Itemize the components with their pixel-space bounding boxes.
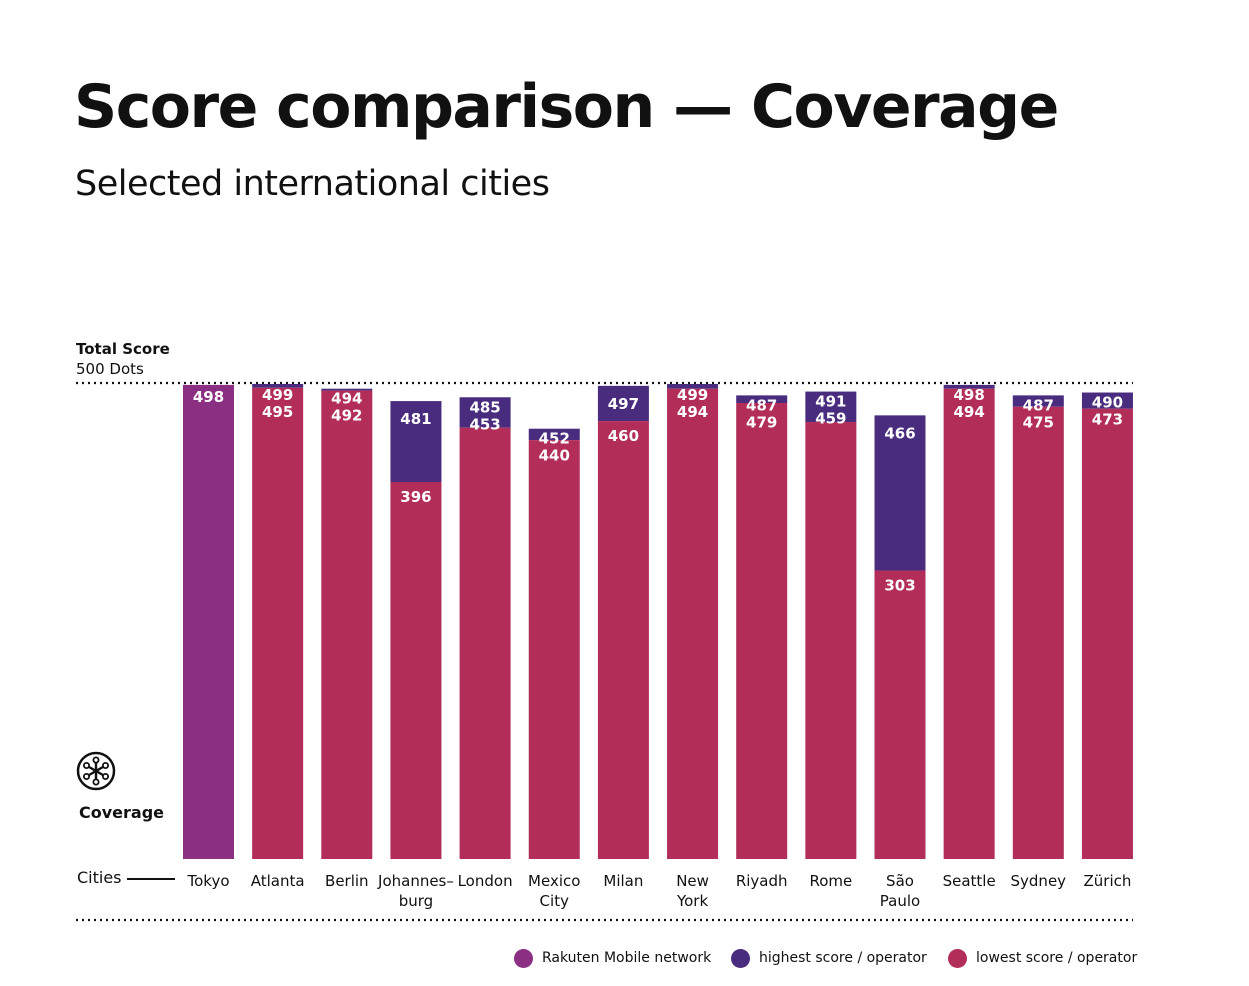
category-label: Coverage (79, 803, 165, 822)
bar-highest (1012, 395, 1064, 407)
bar-highest (597, 385, 649, 422)
legend-item-rakuten: Rakuten Mobile network (514, 946, 711, 970)
bar-rakuten (183, 384, 234, 859)
bar-highest (459, 397, 511, 428)
data-label-lowest: 453 (469, 415, 500, 433)
city-tick-label: London (458, 872, 513, 890)
data-label-highest: 491 (815, 393, 846, 411)
data-label-highest: 487 (1023, 396, 1054, 414)
y-axis-subtitle: 500 Dots (76, 360, 144, 378)
x-axis-title-rule (127, 878, 175, 880)
city-tick-label: Milan (603, 872, 643, 890)
data-label-lowest: 479 (746, 413, 777, 431)
city-tick-label: Tokyo (187, 872, 230, 890)
bar-lowest (252, 387, 304, 859)
bar-highest (805, 391, 857, 423)
bar-highest (390, 401, 442, 483)
bar-highest (528, 428, 580, 441)
bar-lowest (1012, 406, 1064, 859)
data-label-lowest: 440 (539, 447, 570, 465)
legend-item-highest: highest score / operator (731, 946, 927, 970)
city-tick-label: Sydney (1011, 872, 1067, 890)
data-label-highest: 487 (746, 396, 777, 414)
bar-highest (252, 383, 304, 388)
data-label-highest: 494 (331, 390, 362, 408)
data-label-lowest: 303 (884, 577, 915, 595)
legend-swatch-rakuten (514, 948, 533, 968)
chart-subtitle: Selected international cities (75, 164, 550, 204)
city-tick-label: Zürich (1084, 872, 1132, 890)
legend-swatch-highest (731, 948, 750, 968)
y-axis-title: Total Score (76, 340, 170, 358)
bar-highest (943, 384, 995, 389)
data-label-lowest: 475 (1023, 413, 1054, 431)
data-label-rakuten: 498 (193, 388, 224, 406)
data-label-highest: 497 (608, 395, 639, 413)
data-label-highest: 466 (884, 424, 915, 442)
coverage-icon (76, 751, 116, 791)
bar-lowest (736, 402, 788, 859)
legend-label-lowest: lowest score / operator (976, 950, 1138, 966)
data-label-lowest: 473 (1092, 411, 1123, 429)
legend-swatch-lowest (948, 948, 967, 968)
legend-label-rakuten: Rakuten Mobile network (542, 950, 712, 966)
data-label-lowest: 492 (331, 407, 362, 425)
bar-lowest (1081, 408, 1133, 859)
data-label-lowest: 460 (608, 427, 639, 445)
bar-highest (736, 395, 788, 403)
bar-highest (1081, 392, 1133, 409)
data-label-lowest: 459 (815, 410, 846, 428)
data-label-highest: 481 (400, 410, 431, 428)
legend-label-highest: highest score / operator (759, 950, 927, 966)
data-label-highest: 452 (539, 430, 570, 448)
city-tick-label: Seattle (943, 872, 996, 890)
bar-lowest (874, 570, 926, 859)
bar-lowest (390, 482, 442, 859)
legend-item-lowest: lowest score / operator (948, 946, 1137, 970)
data-label-lowest: 494 (953, 403, 984, 421)
city-tick-label: Riyadh (736, 872, 788, 890)
data-label-lowest: 396 (400, 488, 431, 506)
bar-lowest (805, 422, 857, 859)
data-label-lowest: 494 (677, 403, 708, 421)
bar-lowest (321, 390, 373, 859)
bar-highest (667, 383, 719, 389)
data-label-highest: 490 (1092, 394, 1123, 412)
bar-lowest (943, 388, 995, 859)
city-tick-label: Rome (809, 872, 852, 890)
bar-highest (874, 415, 926, 571)
city-tick-label: São Paulo (880, 872, 920, 910)
data-label-highest: 498 (953, 386, 984, 404)
data-label-highest: 485 (469, 398, 500, 416)
bar-highest (321, 388, 373, 391)
bar-lowest (459, 427, 511, 859)
x-axis-title: Cities (77, 868, 122, 887)
data-label-lowest: 495 (262, 403, 293, 421)
bar-lowest (528, 440, 580, 859)
bar-lowest (667, 388, 719, 859)
data-label-highest: 499 (677, 386, 708, 404)
city-tick-label: New York (676, 872, 709, 910)
city-tick-label: Johannes– burg (377, 872, 454, 910)
city-tick-label: Mexico City (528, 872, 580, 910)
city-tick-label: Berlin (325, 872, 369, 890)
bar-lowest (597, 421, 649, 859)
data-label-highest: 499 (262, 386, 293, 404)
chart-title: Score comparison — Coverage (74, 72, 1059, 142)
city-tick-label: Atlanta (251, 872, 305, 890)
